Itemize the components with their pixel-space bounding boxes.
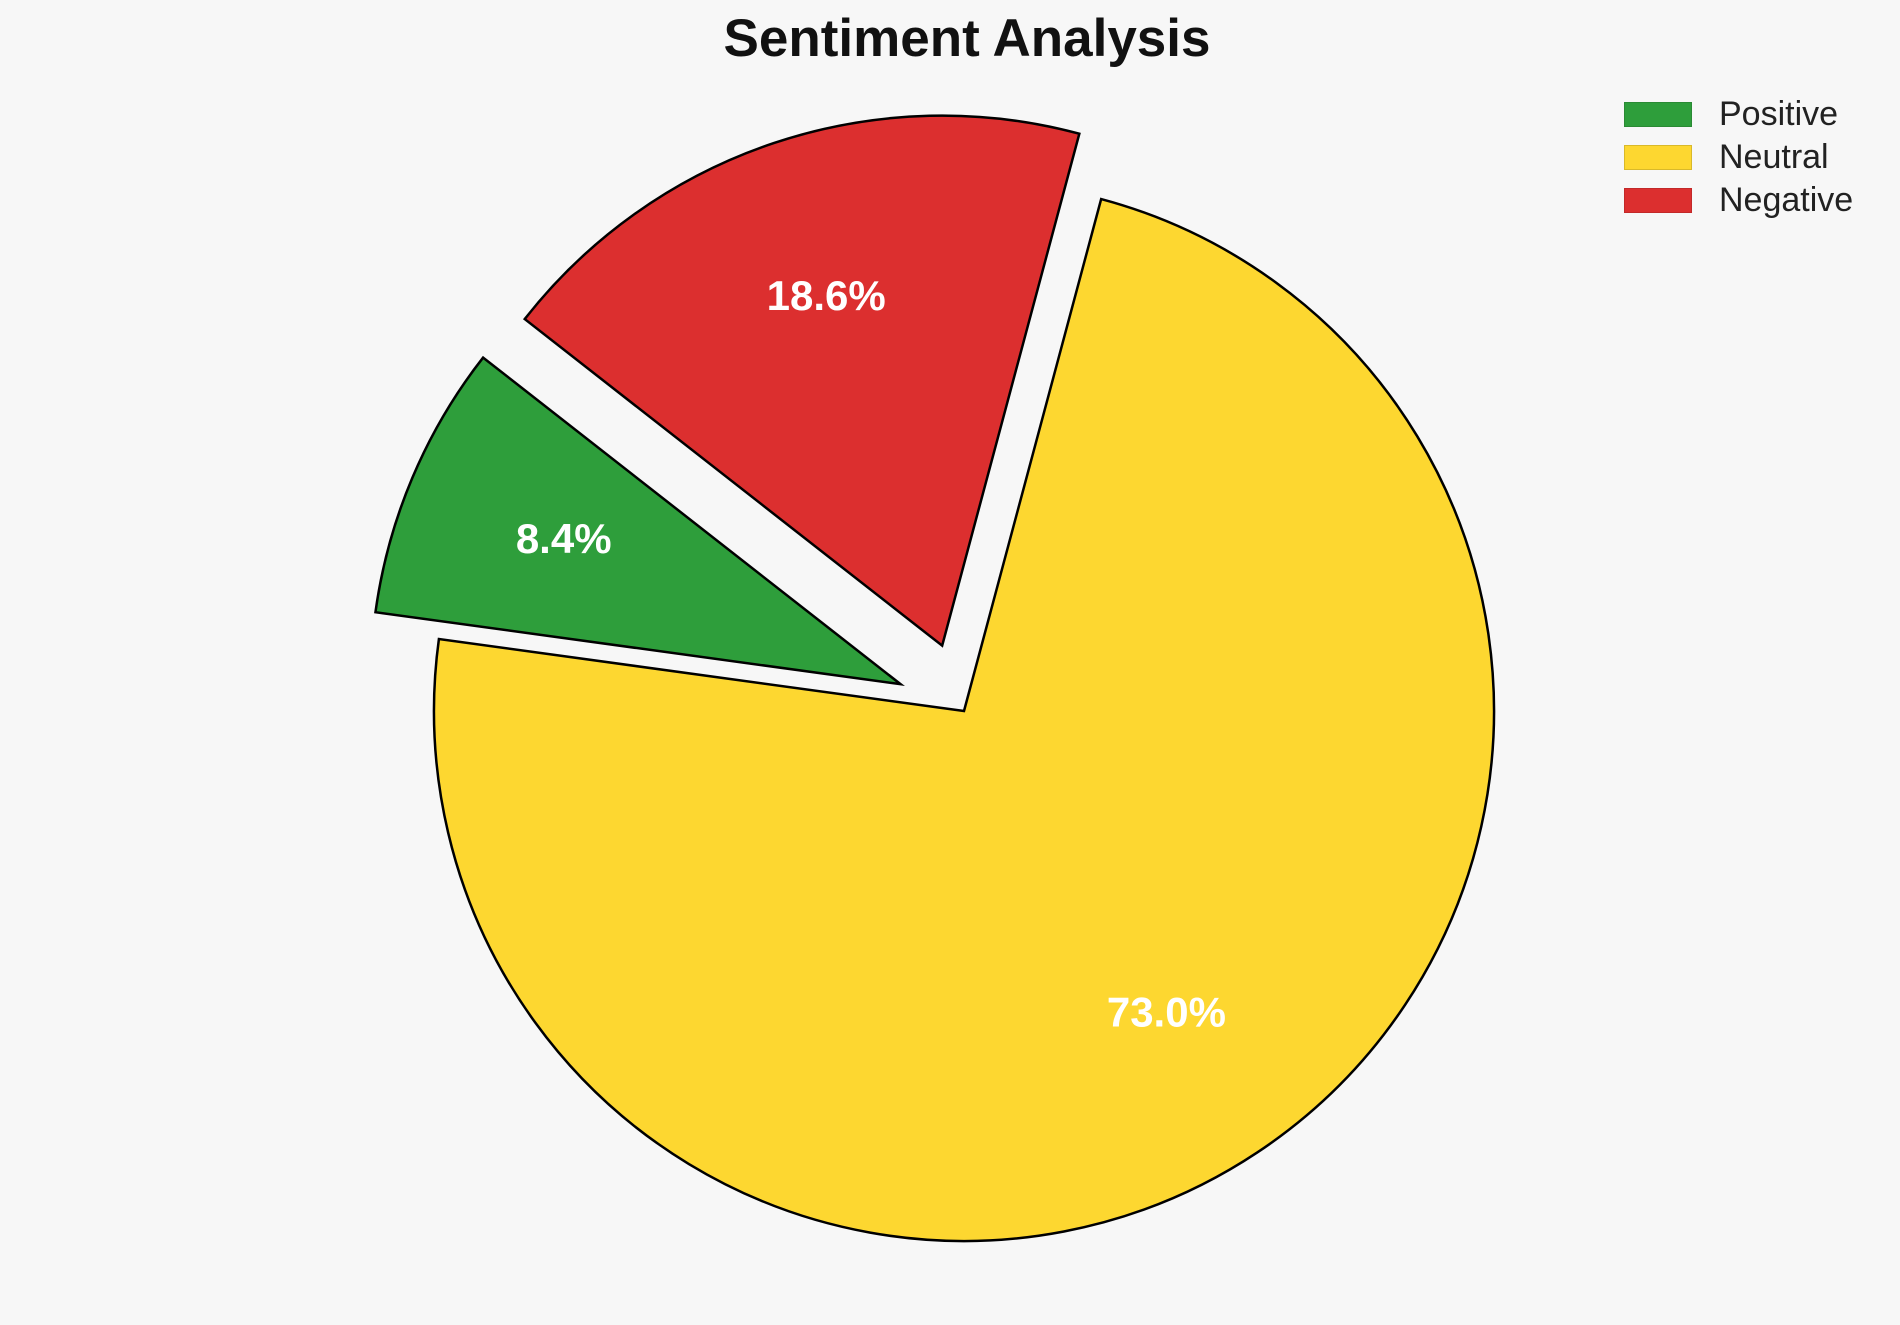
svg-text:73.0%: 73.0% [1107,989,1226,1036]
svg-text:8.4%: 8.4% [516,515,612,562]
svg-text:18.6%: 18.6% [767,272,886,319]
